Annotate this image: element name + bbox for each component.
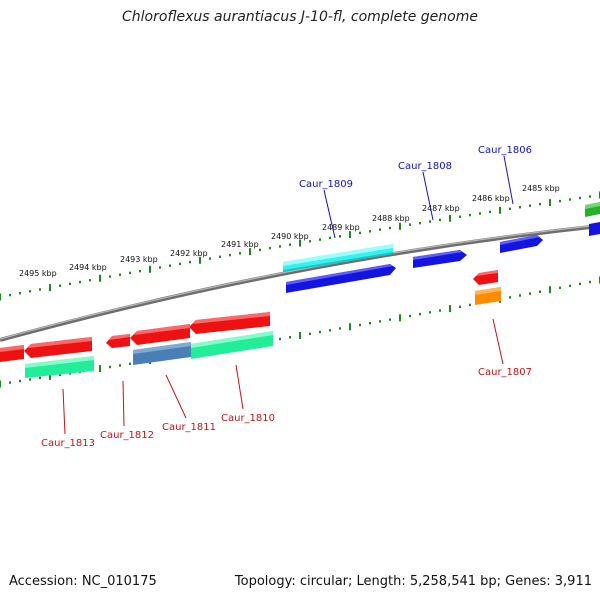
kbp-label: 2494 kbp (69, 263, 107, 272)
gene-caur-1813-red-arrow[interactable] (24, 337, 92, 358)
kbp-label: 2489 kbp (322, 223, 360, 232)
leader-line (62, 388, 66, 435)
gene-caur-1813-teal[interactable] (25, 356, 94, 378)
kbp-label: 2491 kbp (221, 240, 259, 249)
outer-tick-track (0, 191, 600, 301)
kbp-label: 2492 kbp (170, 249, 208, 258)
genome-backbone-highlight (0, 224, 600, 340)
gene-label-caur-1812[interactable]: Caur_1812 (100, 430, 154, 441)
gene-label-caur-1807[interactable]: Caur_1807 (478, 367, 532, 378)
leader-line (492, 318, 504, 365)
leader-line (235, 364, 244, 410)
genome-backbone (0, 224, 600, 342)
leader-line (165, 374, 187, 419)
gene-caur-1811-red-arrow[interactable] (130, 324, 190, 345)
map-title: Chloroflexus aurantiacus J-10-fl, comple… (122, 9, 478, 25)
kbp-label: 2493 kbp (120, 255, 158, 264)
gene-label-caur-1813[interactable]: Caur_1813 (41, 438, 95, 449)
kbp-label: 2495 kbp (19, 269, 57, 278)
leader-line (422, 171, 434, 221)
accession-text: Accession: NC_010175 (9, 574, 157, 589)
gene-caur-1809-cyan[interactable] (283, 244, 393, 272)
gene-right-edge-blue[interactable] (589, 222, 600, 236)
kbp-label: 2490 kbp (271, 232, 309, 241)
kbp-label: 2488 kbp (372, 214, 410, 223)
gene-label-caur-1808[interactable]: Caur_1808 (398, 161, 452, 172)
topology-text: Topology: circular; Length: 5,258,541 bp… (234, 574, 592, 589)
gene-caur-1810-teal[interactable] (191, 331, 273, 359)
gene-caur-1808-blue-arrow[interactable] (413, 250, 467, 268)
gene-left-edge-red-arrow[interactable] (0, 345, 24, 362)
kbp-label: 2485 kbp (522, 184, 560, 193)
gene-label-caur-1806[interactable]: Caur_1806 (478, 145, 532, 156)
leader-line (323, 189, 336, 239)
gene-caur-1807-orange[interactable] (475, 287, 501, 305)
gene-caur-1811-steelblue[interactable] (133, 342, 191, 365)
leader-line (503, 155, 514, 205)
gene-caur-1809-blue-arrow[interactable] (286, 264, 396, 293)
gene-caur-1807-red-arrow[interactable] (473, 270, 498, 285)
kbp-label: 2487 kbp (422, 204, 460, 213)
gene-caur-1806-blue-arrow[interactable] (500, 235, 543, 253)
gene-caur-1812-red-arrow[interactable] (106, 334, 130, 348)
gene-label-caur-1809[interactable]: Caur_1809 (299, 179, 353, 190)
leader-line (122, 380, 125, 427)
gene-right-edge-green[interactable] (585, 202, 600, 217)
gene-label-caur-1811[interactable]: Caur_1811 (162, 422, 216, 433)
gene-label-caur-1810[interactable]: Caur_1810 (221, 413, 275, 424)
gene-caur-1810-red-arrow[interactable] (189, 312, 270, 334)
kbp-label: 2486 kbp (472, 194, 510, 203)
